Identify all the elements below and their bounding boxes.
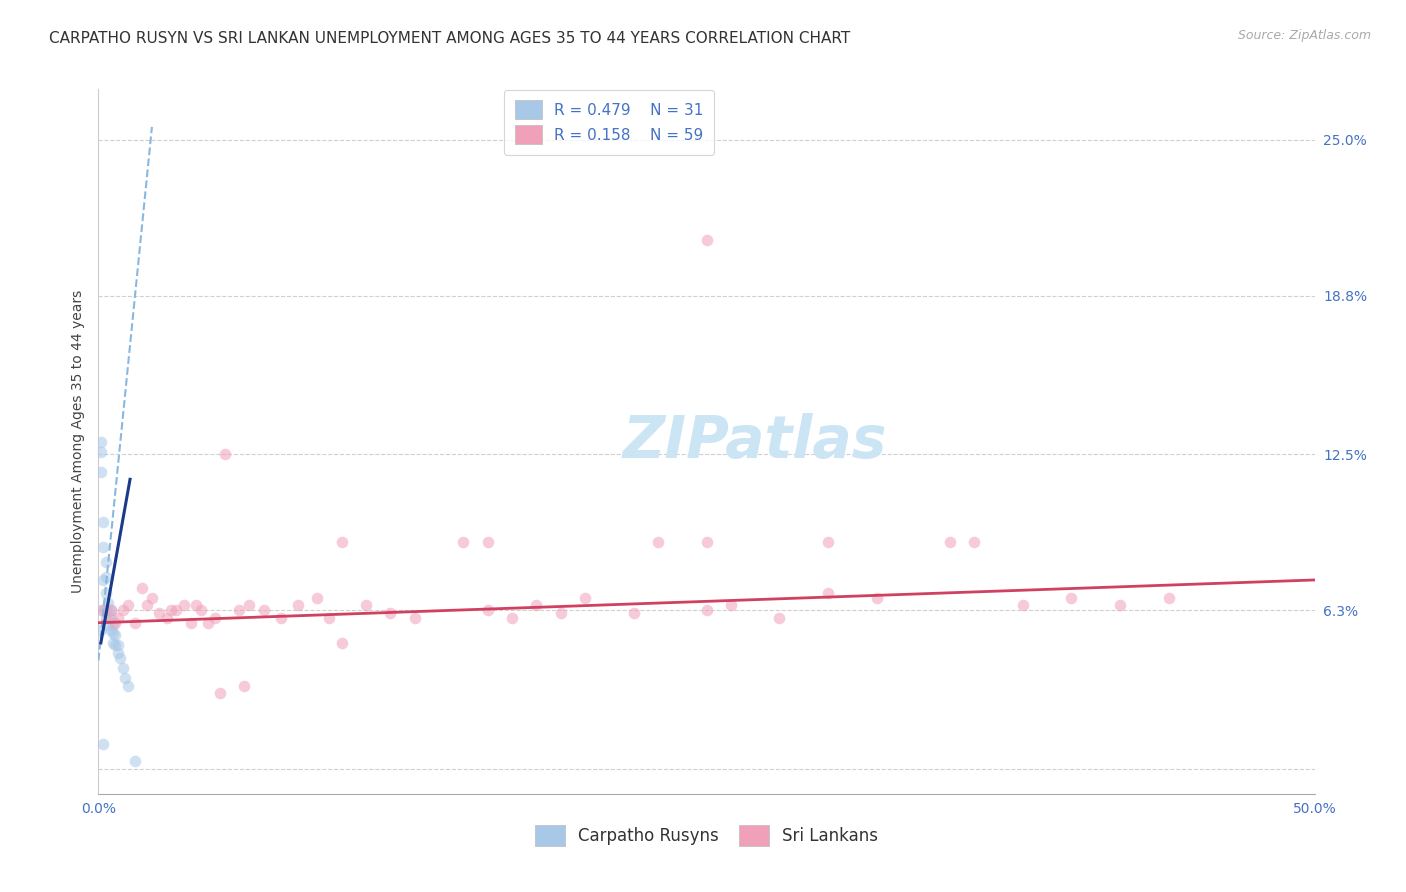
Point (165, 603, 187, 617)
Point (117, 598, 139, 612)
Point (141, 591, 163, 605)
Point (214, 447, 236, 461)
Point (91, 515, 114, 529)
Point (114, 671, 136, 685)
Point (91, 573, 114, 587)
Text: CARPATHO RUSYN VS SRI LANKAN UNEMPLOYMENT AMONG AGES 35 TO 44 YEARS CORRELATION : CARPATHO RUSYN VS SRI LANKAN UNEMPLOYMEN… (49, 31, 851, 46)
Point (94, 555, 117, 569)
Point (404, 611, 426, 625)
Point (155, 611, 177, 625)
Point (1157, 591, 1180, 605)
Text: ZIPatlas: ZIPatlas (623, 413, 887, 470)
Point (100, 603, 122, 617)
Point (107, 611, 129, 625)
Point (270, 611, 292, 625)
Point (160, 603, 183, 617)
Point (111, 661, 134, 675)
Point (97, 618, 120, 632)
Point (477, 535, 499, 549)
Point (91, 541, 114, 555)
Point (101, 618, 124, 632)
Point (136, 598, 159, 612)
Point (107, 646, 129, 660)
Point (104, 615, 127, 630)
Point (287, 598, 309, 612)
Point (111, 603, 134, 617)
Point (104, 628, 127, 642)
Point (190, 603, 212, 617)
Point (233, 679, 256, 693)
Point (307, 591, 329, 605)
Point (501, 611, 523, 625)
Point (550, 606, 572, 620)
Point (939, 535, 962, 549)
Point (453, 535, 475, 549)
Point (204, 611, 226, 625)
Point (91, 603, 114, 617)
Point (963, 535, 986, 549)
Point (330, 535, 353, 549)
Point (94, 570, 117, 584)
Point (623, 606, 645, 620)
Point (97, 596, 120, 610)
Point (696, 535, 718, 549)
Point (238, 598, 260, 612)
Point (866, 591, 889, 605)
Point (117, 679, 139, 693)
Point (318, 611, 340, 625)
Point (1060, 591, 1083, 605)
Point (696, 233, 718, 247)
Point (720, 598, 742, 612)
Point (228, 603, 250, 617)
Point (97, 608, 120, 623)
Point (104, 639, 127, 653)
Point (1011, 598, 1033, 612)
Point (90, 624, 112, 638)
Point (101, 636, 124, 650)
Point (696, 603, 718, 617)
Point (330, 636, 353, 650)
Point (131, 581, 153, 595)
Point (817, 585, 839, 599)
Point (90, 434, 112, 449)
Point (574, 591, 596, 605)
Point (354, 598, 377, 612)
Point (90, 444, 112, 458)
Point (107, 639, 129, 653)
Point (817, 535, 839, 549)
Point (253, 603, 276, 617)
Point (647, 535, 669, 549)
Point (477, 603, 499, 617)
Point (180, 615, 202, 630)
Point (94, 611, 117, 625)
Y-axis label: Unemployment Among Ages 35 to 44 years: Unemployment Among Ages 35 to 44 years (70, 290, 84, 593)
Point (768, 611, 790, 625)
Point (110, 651, 132, 665)
Point (124, 754, 146, 768)
Point (90, 465, 112, 479)
Point (173, 598, 195, 612)
Point (100, 624, 122, 638)
Point (90, 603, 112, 617)
Point (94, 603, 117, 617)
Text: Source: ZipAtlas.com: Source: ZipAtlas.com (1237, 29, 1371, 42)
Point (101, 625, 124, 640)
Point (148, 606, 170, 620)
Legend: Carpatho Rusyns, Sri Lankans: Carpatho Rusyns, Sri Lankans (529, 819, 884, 853)
Point (124, 615, 146, 630)
Point (100, 611, 122, 625)
Point (197, 615, 219, 630)
Point (1109, 598, 1132, 612)
Point (524, 598, 547, 612)
Point (184, 598, 207, 612)
Point (91, 737, 114, 751)
Point (209, 686, 232, 700)
Point (94, 585, 117, 599)
Point (100, 603, 122, 617)
Point (380, 606, 402, 620)
